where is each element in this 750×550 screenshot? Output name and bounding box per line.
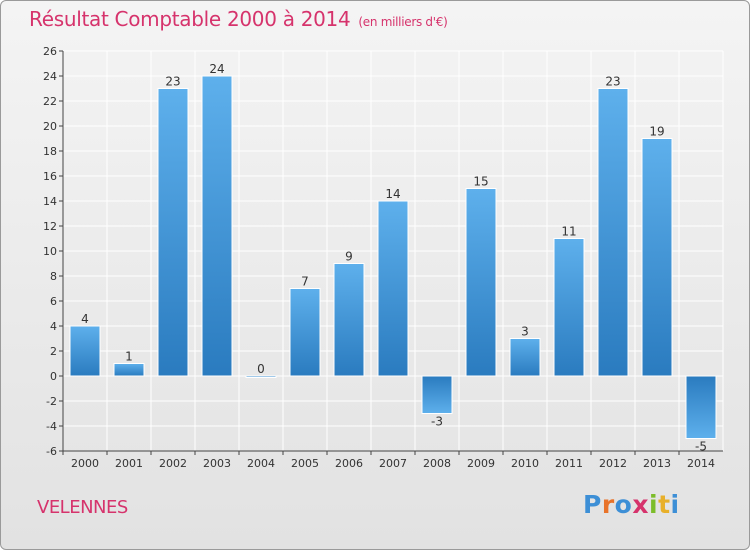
y-tick-label: 12 bbox=[43, 220, 57, 233]
chart-title: Résultat Comptable 2000 à 2014 (en millie… bbox=[29, 7, 448, 31]
y-tick-label: 20 bbox=[43, 120, 57, 133]
bar-2007 bbox=[377, 200, 409, 377]
x-tick-label: 2003 bbox=[203, 457, 231, 470]
logo-letter: i bbox=[649, 490, 659, 519]
bar-2011 bbox=[553, 238, 585, 377]
y-tick-label: 2 bbox=[50, 345, 57, 358]
value-label: 9 bbox=[345, 250, 353, 264]
chart-title-main: Résultat Comptable 2000 à 2014 bbox=[29, 7, 351, 31]
value-label: 14 bbox=[385, 187, 400, 201]
value-label: 0 bbox=[257, 362, 265, 376]
value-label: -5 bbox=[695, 440, 707, 454]
x-tick-label: 2006 bbox=[335, 457, 363, 470]
bar-2012 bbox=[597, 88, 629, 377]
logo-letter: P bbox=[583, 490, 602, 519]
proxiti-logo: Proxiti bbox=[583, 490, 680, 519]
y-tick-label: 22 bbox=[43, 95, 57, 108]
x-tick-label: 2010 bbox=[511, 457, 539, 470]
bar-2014 bbox=[685, 375, 717, 439]
y-tick-label: 6 bbox=[50, 295, 57, 308]
logo-letter: x bbox=[632, 490, 649, 519]
bar-2006 bbox=[333, 263, 365, 377]
value-label: 23 bbox=[605, 75, 620, 89]
y-tick-label: 16 bbox=[43, 170, 57, 183]
logo-letter: t bbox=[658, 490, 671, 519]
y-tick-label: -4 bbox=[46, 420, 57, 433]
value-label: 19 bbox=[649, 125, 664, 139]
y-tick-label: 8 bbox=[50, 270, 57, 283]
y-tick-label: 18 bbox=[43, 145, 57, 158]
bar-2001 bbox=[113, 363, 145, 377]
value-label: 1 bbox=[125, 350, 133, 364]
value-label: 3 bbox=[521, 325, 529, 339]
y-tick-label: 24 bbox=[43, 70, 57, 83]
chart-subtitle: (en milliers d'€) bbox=[358, 15, 448, 29]
value-label: 23 bbox=[165, 75, 180, 89]
y-tick-label: 26 bbox=[43, 45, 57, 58]
x-tick-label: 2000 bbox=[71, 457, 99, 470]
logo-letter: o bbox=[614, 490, 633, 519]
x-tick-label: 2014 bbox=[687, 457, 715, 470]
bar-2008 bbox=[421, 375, 453, 414]
y-tick-label: 14 bbox=[43, 195, 57, 208]
y-tick-label: 4 bbox=[50, 320, 57, 333]
value-label: 24 bbox=[209, 62, 224, 76]
bar-2005 bbox=[289, 288, 321, 377]
logo-letter: r bbox=[601, 490, 615, 519]
logo-letter: i bbox=[670, 490, 680, 519]
value-label: 15 bbox=[473, 175, 488, 189]
bar-2004 bbox=[245, 375, 277, 378]
x-tick-label: 2004 bbox=[247, 457, 275, 470]
bar-2002 bbox=[157, 88, 189, 377]
y-tick-label: 0 bbox=[50, 370, 57, 383]
value-labels: 4 1 23 24 0 7 9 14 -3 15 3 11 23 19 -5 bbox=[81, 62, 707, 454]
value-label: 11 bbox=[561, 225, 576, 239]
value-label: 7 bbox=[301, 275, 309, 289]
bar-2013 bbox=[641, 138, 673, 377]
x-tick-label: 2001 bbox=[115, 457, 143, 470]
value-label: -3 bbox=[431, 415, 443, 429]
x-tick-label: 2008 bbox=[423, 457, 451, 470]
x-tick-label: 2013 bbox=[643, 457, 671, 470]
bar-2010 bbox=[509, 338, 541, 377]
commune-name: VELENNES bbox=[37, 497, 128, 518]
bar-2003 bbox=[201, 75, 233, 377]
bar-2000 bbox=[69, 325, 101, 377]
y-tick-label: 10 bbox=[43, 245, 57, 258]
y-tick-label: -6 bbox=[46, 445, 57, 458]
x-tick-label: 2011 bbox=[555, 457, 583, 470]
x-tick-label: 2009 bbox=[467, 457, 495, 470]
y-tick-label: -2 bbox=[46, 395, 57, 408]
bars bbox=[69, 75, 717, 439]
x-tick-label: 2007 bbox=[379, 457, 407, 470]
bar-2009 bbox=[465, 188, 497, 377]
x-tick-label: 2002 bbox=[159, 457, 187, 470]
x-tick-label: 2012 bbox=[599, 457, 627, 470]
value-label: 4 bbox=[81, 312, 89, 326]
x-tick-label: 2005 bbox=[291, 457, 319, 470]
